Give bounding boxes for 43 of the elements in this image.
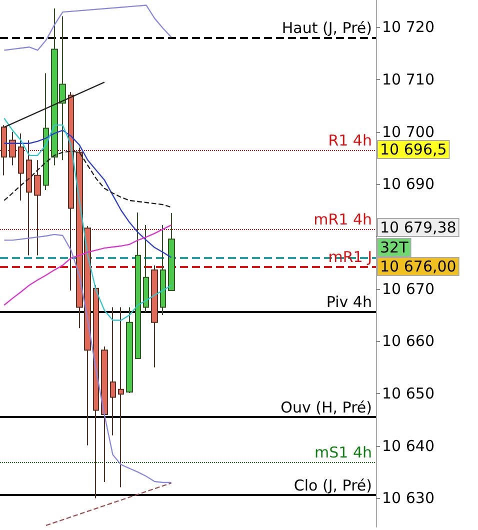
- candlestick: [110, 306, 116, 436]
- candlestick: [143, 224, 149, 313]
- line-series: [4, 234, 172, 484]
- y-tick-label: 10 720: [382, 18, 434, 36]
- ref-line-label: mR1 4h: [314, 210, 372, 229]
- y-tick-label: 10 630: [382, 489, 434, 508]
- line-series: [4, 150, 172, 208]
- text: 10 696,5: [380, 140, 447, 158]
- y-tick-label: 10 690: [382, 175, 434, 194]
- y-tick-label: 10 670: [382, 280, 434, 298]
- ref-line-label: R1 4h: [328, 132, 372, 150]
- line-series: [4, 130, 172, 258]
- y-tick-label: 10 650: [382, 384, 434, 403]
- y-tick-label: 10 710: [382, 70, 434, 89]
- line-series: [4, 4, 172, 51]
- text: 32T: [380, 238, 410, 256]
- ref-line-label: mS1 4h: [314, 444, 372, 462]
- line-series: [4, 118, 172, 321]
- ref-line-label: Piv 4h: [326, 292, 372, 311]
- candlestick: [126, 306, 133, 394]
- y-tick-label: 10 660: [382, 332, 434, 350]
- candlestick: [93, 284, 99, 499]
- line-series: [4, 224, 172, 306]
- candlestick: [9, 131, 16, 166]
- candlestick: [101, 346, 108, 482]
- candlestick: [26, 140, 32, 256]
- text: 10 676,00: [380, 258, 456, 276]
- ref-line-label: Ouv (H, Pré): [280, 398, 372, 417]
- ref-line-label: Haut (J, Pré): [282, 19, 372, 38]
- candlestick: [43, 72, 49, 190]
- candlestick: [168, 212, 175, 291]
- candlestick: [18, 132, 24, 201]
- candlestick: [34, 160, 41, 256]
- candlestick: [118, 306, 124, 488]
- ref-line-label: Clo (J, Pré): [294, 476, 372, 495]
- y-tick-label: 10 700: [382, 122, 434, 141]
- y-tick-label: 10 640: [382, 436, 434, 455]
- candlestick: [135, 212, 141, 359]
- candlestick: [151, 264, 158, 368]
- candlestick: [68, 92, 74, 291]
- candlestick: [160, 224, 166, 316]
- candlestick: [1, 124, 7, 176]
- text: 10 679,38: [380, 218, 456, 236]
